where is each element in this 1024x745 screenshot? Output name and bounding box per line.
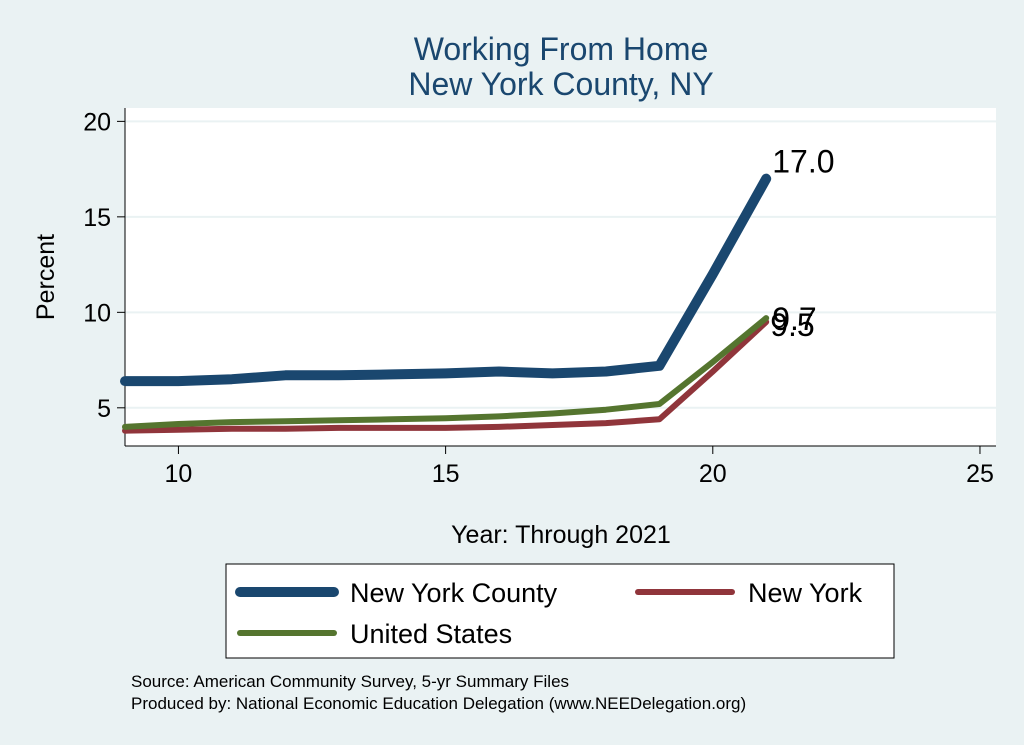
chart-title-line-1: Working From Home [414,31,709,67]
series-new-york-county-line [120,173,772,387]
x-axis-title: Year: Through 2021 [451,521,671,549]
x-tick-label-20: 20 [699,460,727,488]
x-tick-label-15: 15 [432,460,460,488]
legend-label-new-york: New York [748,578,863,608]
series-new-york-line [122,318,770,434]
produced-by-note: Produced by: National Economic Education… [131,694,746,713]
x-tick-label-10: 10 [165,460,193,488]
y-tick-label-5: 5 [97,395,111,423]
y-axis-title: Percent [32,234,60,320]
series-lines [120,173,772,434]
grid-lines [125,120,996,409]
end-label-united-states: 9.7 [772,301,816,337]
y-tick-label-15: 15 [83,204,111,232]
axes: 5 10 15 20 10 15 20 25 [83,108,996,488]
end-labels: 17.0 9.59.7 [770,144,834,343]
legend-label-new-york-county: New York County [350,578,558,608]
y-tick-label-20: 20 [83,108,111,136]
end-label-new-york: 9.5 [770,307,814,343]
legend-box [225,563,895,659]
end-label-new-york-county: 17.0 [772,144,834,180]
series-united-states-line [122,315,770,430]
legend-label-united-states: United States [350,619,512,649]
chart-title-line-2: New York County, NY [408,66,713,102]
source-note: Source: American Community Survey, 5-yr … [131,672,569,691]
legend: New York County New York United States [225,563,895,659]
y-tick-label-10: 10 [83,299,111,327]
plot-area [125,108,996,446]
x-tick-label-25: 25 [966,460,994,488]
